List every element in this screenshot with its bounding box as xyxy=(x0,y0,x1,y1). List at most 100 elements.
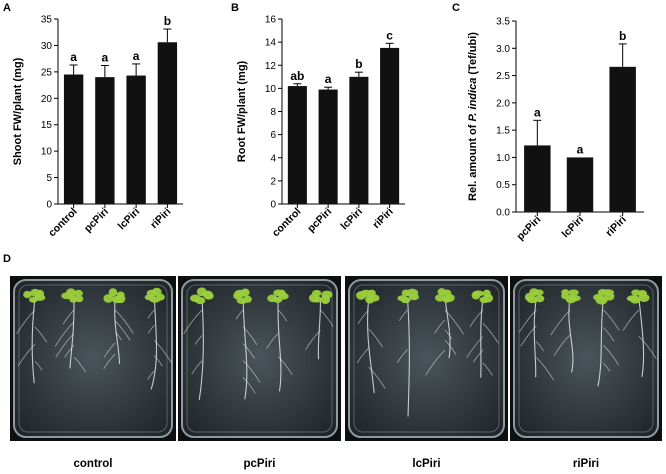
y-tick-label: 1.0 xyxy=(496,153,510,164)
lateral-root xyxy=(550,309,571,336)
seedling-root xyxy=(406,297,410,417)
seedling-leaf xyxy=(367,289,376,297)
lateral-root xyxy=(356,347,369,364)
seedling-root xyxy=(597,297,605,387)
seedling-leaf xyxy=(442,289,452,297)
seedling-leaf xyxy=(277,289,286,298)
lateral-root xyxy=(603,345,620,366)
lateral-root xyxy=(34,360,43,371)
panel-letter-c: C xyxy=(452,2,460,14)
lateral-root xyxy=(368,328,383,348)
y-tick-label: 3.5 xyxy=(496,17,510,28)
lateral-root xyxy=(305,330,321,350)
plate-rim xyxy=(186,284,333,433)
lateral-root xyxy=(266,333,279,349)
seedling-leaf xyxy=(116,291,125,299)
lateral-root xyxy=(603,362,611,372)
category-label: control xyxy=(46,206,80,240)
y-axis-label: Root FW/plant (mg) xyxy=(236,60,248,162)
seedling-leaf xyxy=(568,289,579,296)
lateral-root xyxy=(466,336,484,359)
significance-label: b xyxy=(619,29,626,43)
seedling-leaf xyxy=(35,289,45,299)
lateral-root xyxy=(603,327,615,342)
category-label: lcPiri xyxy=(559,214,586,241)
seedling-leaf xyxy=(435,294,446,302)
lateral-root xyxy=(434,319,446,334)
seedling-leaf xyxy=(23,290,32,299)
lateral-root xyxy=(103,353,116,370)
significance-label: a xyxy=(577,142,584,156)
category-label: riPiri xyxy=(603,214,628,239)
seedling-root xyxy=(277,297,282,392)
y-axis-label: Rel. amount of P. indica (Tef/ubi) xyxy=(467,32,479,201)
seedling-leaf xyxy=(406,288,419,298)
lateral-root xyxy=(54,321,75,347)
seedling-leaf xyxy=(312,289,322,297)
petri-plate xyxy=(13,279,173,438)
lateral-root xyxy=(147,324,155,334)
seedling-root xyxy=(69,297,75,369)
lateral-root xyxy=(114,331,122,341)
photo-caption: control xyxy=(74,458,113,470)
lateral-root xyxy=(154,340,173,364)
category-label: lcPiri xyxy=(116,206,143,233)
y-tick-label: 30 xyxy=(41,41,53,52)
category-label: pcPiri xyxy=(305,206,334,235)
y-tick-label: 20 xyxy=(41,94,53,105)
lateral-root xyxy=(553,334,571,356)
seedling-root xyxy=(444,297,451,359)
y-tick-label: 5 xyxy=(46,173,52,184)
lateral-root xyxy=(73,356,86,373)
y-axis-label-part: Rel. amount of xyxy=(467,122,479,201)
seedling-root xyxy=(480,297,484,378)
seedling-root xyxy=(533,297,537,378)
y-tick-label: 16 xyxy=(265,15,277,26)
category-label: riPiri xyxy=(148,206,173,231)
seedling-root xyxy=(198,297,204,400)
seedling-root xyxy=(317,297,321,360)
lateral-root xyxy=(320,309,334,327)
seedling-leaf xyxy=(151,287,162,296)
lateral-root xyxy=(482,362,493,376)
seedling-leaf xyxy=(638,290,647,297)
lateral-root xyxy=(64,344,75,358)
bar xyxy=(609,66,636,212)
y-tick-label: 6 xyxy=(270,130,276,141)
y-tick-label: 0 xyxy=(270,200,276,211)
lateral-root xyxy=(399,309,408,321)
photo-caption: pcPiri xyxy=(244,458,276,470)
bar xyxy=(566,157,594,212)
y-axis-label-italic: P. indica xyxy=(467,78,479,122)
y-tick-label: 2 xyxy=(270,176,276,187)
category-label: pcPiri xyxy=(82,206,111,235)
category-label: lcPiri xyxy=(338,206,365,233)
chart-c-rel-amount: 0.0 0.5 1.0 1.5 2.0 2.5 3.0 3.5 Rel. amount of P… xyxy=(467,17,644,243)
seedling-leaf xyxy=(103,294,114,303)
y-tick-label: 10 xyxy=(265,84,277,95)
significance-label: c xyxy=(386,28,393,42)
petri-plate xyxy=(181,279,338,438)
category-label: control xyxy=(270,206,304,240)
lateral-root xyxy=(603,309,620,331)
seedling-leaf xyxy=(321,290,333,299)
significance-label: a xyxy=(102,51,109,65)
significance-label: ab xyxy=(290,69,304,83)
lateral-root xyxy=(444,339,457,355)
lateral-root xyxy=(368,366,386,389)
bar xyxy=(349,76,369,204)
significance-label: a xyxy=(534,105,541,119)
significance-label: b xyxy=(355,57,362,71)
y-tick-label: 25 xyxy=(41,67,53,78)
lateral-root xyxy=(154,355,163,367)
plate-photo xyxy=(178,276,341,441)
y-tick-label: 14 xyxy=(265,38,277,49)
seedling-root xyxy=(242,297,248,400)
petri-plate xyxy=(513,279,659,438)
bar xyxy=(157,42,178,204)
bar xyxy=(287,86,307,204)
lateral-root xyxy=(520,325,537,347)
seedling-leaf xyxy=(73,289,83,297)
seedling-leaf xyxy=(240,288,250,297)
